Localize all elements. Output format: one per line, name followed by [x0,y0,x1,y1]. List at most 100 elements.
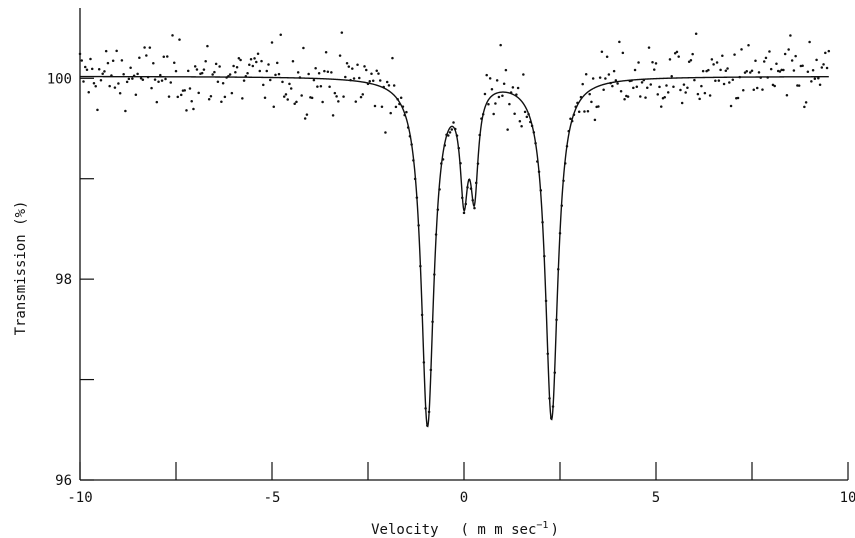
data-point [593,118,597,122]
data-point [178,38,181,41]
data-point [260,59,263,63]
data-point [186,69,190,73]
data-point [707,68,710,72]
data-point [351,67,354,70]
data-point [234,70,237,74]
data-point [736,96,740,100]
data-point [281,80,284,84]
data-point [166,55,169,58]
data-point [117,82,120,85]
data-point [344,75,347,79]
data-point [241,97,244,100]
data-point [375,69,378,72]
data-point [804,101,808,104]
data-point [235,66,239,69]
data-point [663,96,666,99]
data-point [202,68,206,71]
data-point [104,49,108,53]
data-point [761,88,764,91]
data-point [85,68,89,71]
data-point [139,76,143,80]
data-point [223,95,227,99]
data-point [803,105,806,109]
data-point [597,105,600,108]
data-point [495,79,499,82]
data-point [345,61,349,65]
data-point [230,91,234,95]
x-axis-label-unit: ( m m sec [461,522,537,538]
data-point [488,77,492,80]
data-point [473,206,476,210]
data-point [762,60,766,63]
data-point [248,63,251,66]
data-point [586,109,590,113]
data-point [672,85,675,89]
data-point [447,134,450,137]
data-point [797,84,801,87]
data-point [209,95,213,98]
data-point [288,82,291,86]
data-point [78,52,82,56]
data-point [185,109,188,112]
data-point [815,58,818,62]
data-point [89,57,92,61]
data-point [492,112,495,116]
data-point [200,71,204,75]
data-point [619,89,623,93]
data-point [743,71,747,74]
data-point [740,48,743,51]
data-point [113,86,117,89]
data-point [270,41,274,44]
data-point [656,93,659,96]
data-point [640,81,644,84]
data-point [703,91,707,95]
data-point [522,73,525,76]
data-point [263,96,267,100]
data-point [712,63,715,66]
data-point [333,91,337,95]
data-point [365,68,368,72]
data-point [108,84,111,88]
data-point [255,60,258,64]
data-point [242,79,246,82]
data-point [483,92,487,96]
data-point [646,86,649,89]
data-point [321,100,324,104]
data-point [501,94,504,98]
data-point [319,85,323,88]
data-point [106,61,110,65]
data-point [773,84,776,88]
data-point [518,119,522,123]
y-axis-label: Transmission (%) [13,201,29,336]
data-point [237,56,241,60]
data-point [721,54,724,58]
data-point [99,79,103,82]
data-point [639,95,642,98]
data-point [101,72,104,75]
data-point [691,52,694,56]
data-point [750,69,754,73]
data-point [239,58,242,62]
data-point [302,46,305,50]
data-point [633,68,637,72]
data-point [827,49,831,53]
data-point [749,71,752,74]
data-point [267,63,270,66]
data-point [670,75,673,78]
data-point [127,77,131,81]
data-point [138,56,141,60]
data-point [232,64,235,68]
data-point [822,63,825,66]
data-point [256,52,260,56]
data-point [221,82,225,85]
axis-labels: Transmission (%) Velocity ( m m sec−1) [13,201,559,538]
data-point [684,91,687,94]
data-point [679,88,682,92]
data-point [405,110,408,114]
data-point [218,65,221,68]
data-point [794,54,797,58]
data-point [279,33,282,36]
data-point [635,85,639,88]
data-point [269,78,272,82]
x-axis-ticks: -10 -5 0 5 10 [67,462,855,506]
